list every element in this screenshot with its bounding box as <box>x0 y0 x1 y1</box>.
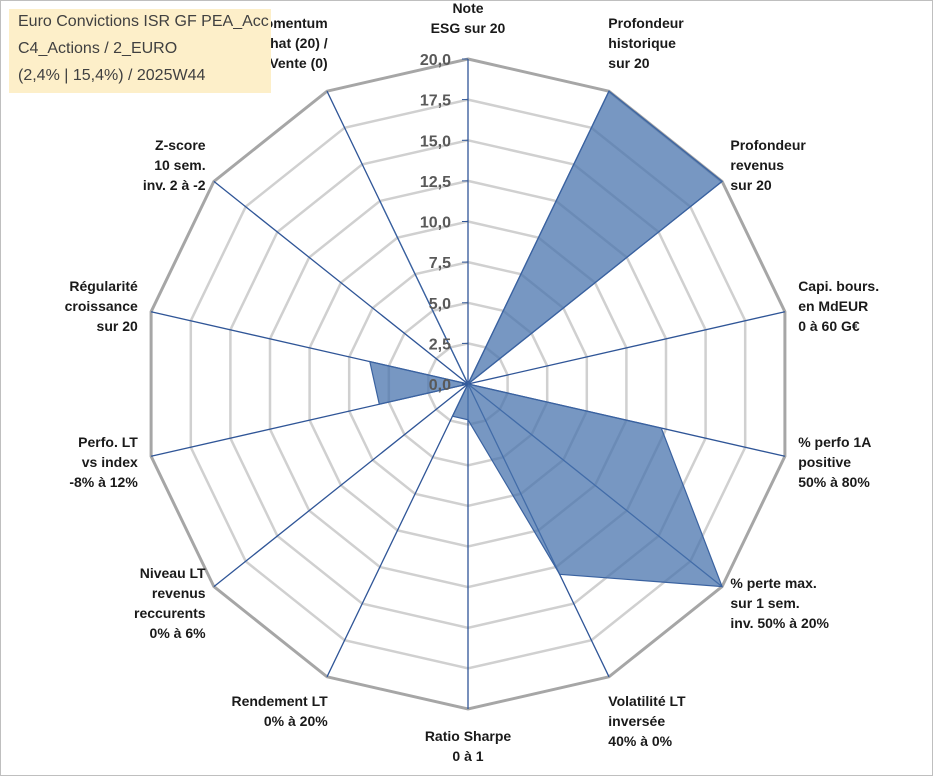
radial-tick-label: 5,0 <box>429 296 451 313</box>
axis-label: Ratio Sharpe <box>425 728 512 744</box>
radial-tick-label: 17,5 <box>420 93 451 110</box>
axis-label: Rendement LT <box>231 693 328 709</box>
axis-label: 50% à 80% <box>798 474 870 490</box>
radial-tick-label: 15,0 <box>420 133 451 150</box>
axis-label: % perte max. <box>730 575 816 591</box>
axis-label: sur 1 sem. <box>730 595 799 611</box>
axis-label: Volatilité LT <box>608 693 686 709</box>
axis-label: inv. 2 à -2 <box>143 177 206 193</box>
axis-label: sur 20 <box>608 55 649 71</box>
axis-label: inv. 50% à 20% <box>730 615 829 631</box>
axis-label: Momentum <box>253 15 328 31</box>
axis-label: Régularité <box>69 278 138 294</box>
axis-label: vs index <box>82 454 138 470</box>
radial-tick-label: 7,5 <box>429 255 451 272</box>
chart-title-box: Euro Convictions ISR GF PEA_Acc C4_Actio… <box>9 9 271 93</box>
axis-label: Profondeur <box>730 137 806 153</box>
axis-spoke <box>326 383 469 678</box>
axis-label: 0% à 6% <box>150 625 207 641</box>
axis-label: 0 à 1 <box>452 748 483 764</box>
axis-label: Perfo. LT <box>78 434 138 450</box>
axis-label: historique <box>608 35 676 51</box>
title-line-category: C4_Actions / 2_EURO <box>18 40 178 57</box>
axis-label: positive <box>798 454 851 470</box>
axis-label: 0% à 20% <box>264 713 328 729</box>
axis-label: Capi. bours. <box>798 278 879 294</box>
radial-tick-label: 10,0 <box>420 215 451 232</box>
axis-label: revenus <box>152 585 206 601</box>
axis-label: Vente (0) <box>269 55 327 71</box>
axis-spoke <box>467 311 786 385</box>
radial-tick-label: 12,5 <box>420 174 451 191</box>
axis-label: % perfo 1A <box>798 434 871 450</box>
axis-label: 10 sem. <box>154 157 205 173</box>
series-area <box>369 90 724 588</box>
axis-label: Achat (20) / <box>252 35 328 51</box>
axis-label: Z-score <box>155 137 206 153</box>
title-line-fund: Euro Convictions ISR GF PEA_Acc <box>18 13 269 30</box>
axis-spoke <box>213 180 469 385</box>
axis-label: 0 à 60 G€ <box>798 318 860 334</box>
title-line-period: (2,4% | 15,4%) / 2025W44 <box>18 67 206 84</box>
radial-tick-label: 0,0 <box>429 377 451 394</box>
radial-tick-label: 2,5 <box>429 336 451 353</box>
axis-label: ESG sur 20 <box>431 20 506 36</box>
axis-label: Note <box>452 1 483 16</box>
axis-spoke <box>213 383 469 588</box>
axis-label: revenus <box>730 157 784 173</box>
axis-label: -8% à 12% <box>69 474 138 490</box>
radial-tick-label: 20,0 <box>420 52 451 69</box>
axis-label: Profondeur <box>608 15 684 31</box>
axis-label: sur 20 <box>730 177 771 193</box>
axis-label: sur 20 <box>97 318 138 334</box>
axis-label: inversée <box>608 713 665 729</box>
axis-label: 40% à 0% <box>608 733 672 749</box>
axis-label: croissance <box>65 298 138 314</box>
axis-label: en MdEUR <box>798 298 868 314</box>
axis-label: Niveau LT <box>140 565 206 581</box>
axis-label: reccurents <box>134 605 206 621</box>
